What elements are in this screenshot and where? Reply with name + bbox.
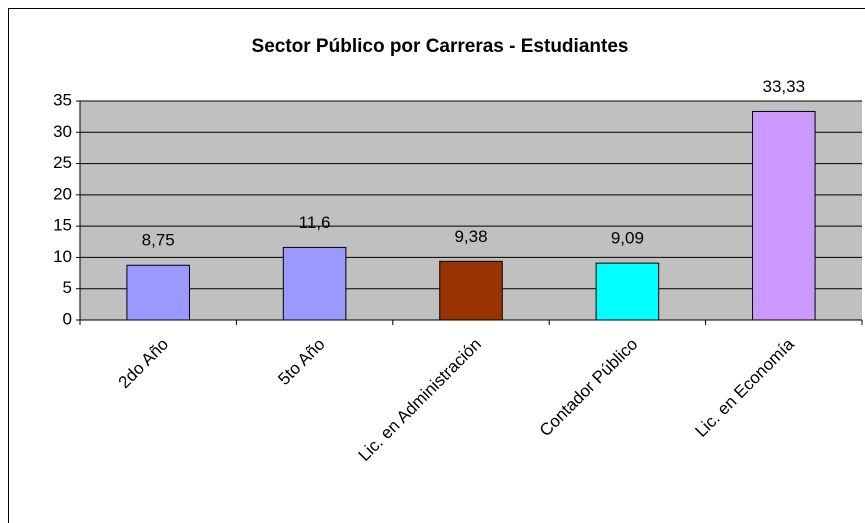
y-tick-label: 5 <box>63 278 72 297</box>
y-tick-label: 15 <box>53 216 72 235</box>
bar <box>752 110 816 321</box>
bar <box>282 246 347 321</box>
value-label: 8,75 <box>142 231 175 250</box>
bar <box>126 264 190 321</box>
y-tick-label: 20 <box>53 184 72 203</box>
chart-title: Sector Público por Carreras - Estudiante… <box>252 36 629 57</box>
value-label: 9,09 <box>611 229 644 248</box>
y-tick-label: 0 <box>63 309 72 328</box>
value-label: 11,6 <box>299 213 331 232</box>
value-label: 9,38 <box>454 227 487 246</box>
y-tick-label: 35 <box>53 90 72 109</box>
bar <box>595 262 660 321</box>
value-label: 33,33 <box>763 77 806 96</box>
bar <box>439 260 503 321</box>
y-tick-label: 30 <box>53 122 72 141</box>
y-tick-label: 10 <box>53 247 72 266</box>
y-tick-label: 25 <box>53 153 72 172</box>
